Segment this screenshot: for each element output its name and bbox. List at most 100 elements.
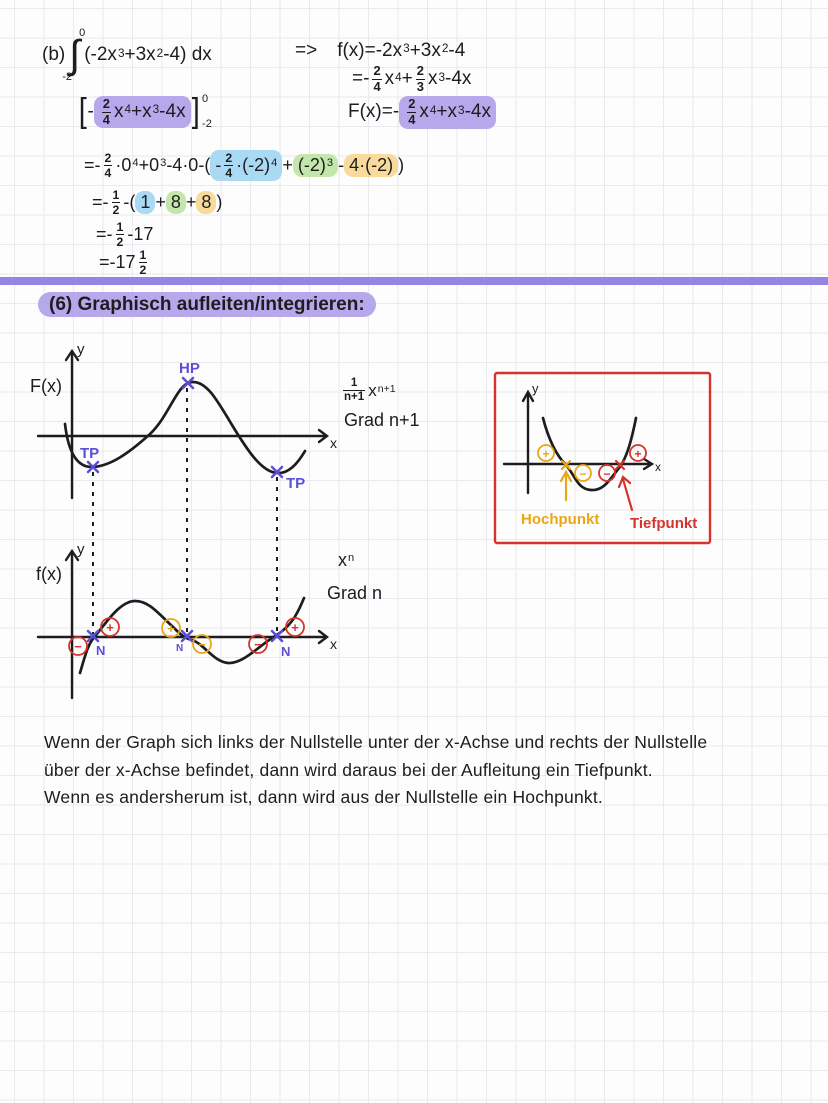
x-axis-label: x	[655, 460, 661, 474]
math-text: -4x	[159, 101, 186, 122]
highlight-purple: 2 4 x 4 +x 3 -4x	[93, 95, 191, 129]
sign-plus-yellow: +	[161, 618, 181, 638]
math-superscript: n+1	[377, 382, 396, 395]
math-superscript: 4	[271, 157, 278, 170]
tiefpunkt-arrow-icon	[617, 475, 634, 512]
math-text: -	[87, 101, 94, 122]
x-mark-tiefpunkt	[614, 459, 626, 471]
highlight-green: (-2) 3	[292, 154, 339, 178]
math-text: )	[216, 192, 223, 213]
big-bracket: [	[78, 92, 87, 131]
math-text: (-2x	[84, 44, 117, 66]
sign-minus-yellow-box: −	[574, 464, 592, 482]
math-text: x	[384, 68, 395, 90]
fraction-denominator: 2	[111, 202, 121, 218]
annot-grad-n: Grad n	[327, 583, 382, 604]
curve-parabola	[541, 416, 638, 492]
hochpunkt-arrow-icon	[559, 469, 573, 502]
graphs-svg: y x F(x) TP HP TP y x	[30, 341, 712, 700]
math-text: =-	[84, 155, 101, 176]
math-superscript: 4	[132, 157, 139, 170]
highlight-green: 8	[165, 191, 186, 215]
highlight-blue: 1	[135, 191, 156, 215]
graphs-area: y x F(x) TP HP TP y x	[30, 340, 720, 710]
fraction-denominator: 2	[115, 234, 125, 250]
x-axis-label: x	[330, 636, 337, 652]
math-superscript: 3	[326, 157, 334, 170]
math-text: )	[398, 155, 405, 176]
integral-sign: 0 ∫ -2	[62, 28, 85, 83]
fraction-denominator: 4	[103, 165, 113, 181]
math-text: +x	[436, 101, 458, 123]
math-text: -4·0-(	[166, 155, 211, 176]
math-superscript: 4	[124, 103, 132, 117]
math-superscript: n	[348, 552, 355, 565]
math-text: ·0	[115, 155, 132, 176]
bracket-lower-limit: -2	[202, 118, 212, 130]
x-mark-n3	[270, 629, 284, 643]
math-text: ·(-2)	[236, 155, 271, 176]
math-fraction: 1 n+1	[343, 377, 366, 405]
minus-sign: −	[254, 637, 262, 652]
section-divider	[0, 277, 828, 285]
math-text: =-	[352, 68, 370, 90]
math-superscript: 3	[152, 103, 160, 117]
line-bracket: [-2 4 x 4 +x 3 -4x] 0 -2	[78, 92, 212, 132]
math-text: +3x	[124, 44, 156, 66]
plus-sign: +	[542, 447, 549, 461]
hp-label: HP	[179, 360, 200, 377]
fraction-numerator: 2	[373, 63, 381, 78]
math-text: Grad n	[327, 583, 383, 603]
y-axis-arrow-icon	[521, 389, 535, 403]
fraction-denominator: 2	[138, 262, 148, 278]
math-text: +3x	[409, 40, 441, 61]
annot-power-rule: 1 n+1 x n+1	[340, 377, 396, 405]
math-superscript: 2	[156, 46, 164, 60]
plus-sign: +	[291, 620, 299, 635]
line-eval: =- 2 4·0 4 +0 3 -4·0-(-2 4 ·(-2) 4 + (-2) 3-4·(-2))	[84, 150, 405, 182]
fraction-numerator: 2	[102, 95, 110, 111]
minus-sign: −	[198, 637, 206, 652]
math-text: -	[215, 155, 222, 176]
math-text: 1	[140, 192, 151, 213]
math-text: -4) dx	[163, 44, 212, 66]
big-bracket: ]	[191, 92, 200, 131]
fraction-numerator: 2	[225, 151, 233, 165]
sign-minus-red-1: −	[68, 636, 88, 656]
sign-plus-red-1: +	[100, 617, 120, 637]
paragraph-line: Wenn es andersherum ist, dann wird aus d…	[44, 787, 603, 807]
math-text: =>	[295, 40, 318, 61]
fraction-numerator: 1	[116, 220, 124, 234]
fraction-numerator: 1	[139, 248, 147, 262]
fraction-numerator: 1	[112, 188, 120, 202]
math-superscript: 3	[403, 42, 410, 56]
tp2-label: TP	[286, 475, 305, 492]
n2-label: N	[176, 643, 183, 654]
sign-minus-yellow: −	[192, 634, 212, 654]
math-text: -4x	[445, 68, 472, 90]
fraction-numerator: 2	[416, 63, 424, 78]
minus-sign: −	[603, 467, 610, 481]
fraction-denominator: 4	[224, 165, 234, 181]
math-text: 8	[201, 192, 212, 213]
fraction-numerator: 1	[350, 377, 358, 389]
y-axis-arrow-icon	[64, 348, 80, 362]
math-text: F(x)=-	[348, 101, 400, 123]
sign-plus-red-box: +	[629, 444, 647, 462]
annot-grad-n1: Grad n+1	[344, 410, 420, 431]
tiefpunkt-label: Tiefpunkt	[630, 515, 697, 532]
math-superscript: 4	[395, 70, 402, 84]
math-text: +	[155, 192, 166, 213]
sign-plus-yellow-box: +	[537, 444, 555, 462]
math-text: =-17	[99, 252, 136, 273]
math-text: x	[419, 101, 429, 123]
line-result: =-17 1 2	[99, 248, 150, 277]
curve-F	[63, 380, 307, 475]
fraction-numerator: 2	[408, 96, 416, 111]
highlight-purple: 2 4 x 4 +x 3 -4x	[399, 96, 496, 129]
info-box-border	[493, 371, 712, 545]
integral-lower-limit: -2	[62, 70, 73, 83]
graph-F: y x F(x) TP HP TP	[30, 341, 337, 634]
